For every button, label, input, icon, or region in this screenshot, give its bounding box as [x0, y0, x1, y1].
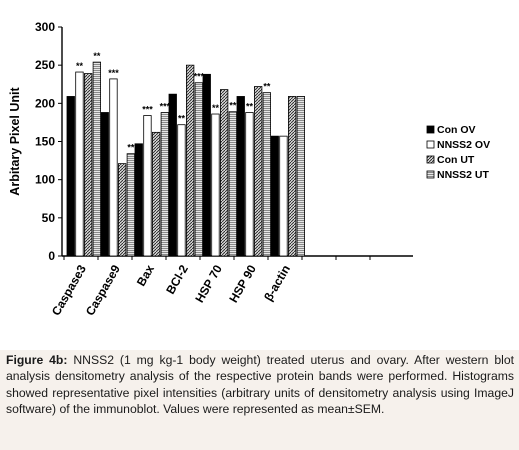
y-tick-label: 100 [35, 173, 55, 187]
bar-nnss2-ut-5 [262, 92, 272, 257]
legend-label: Con UT [437, 154, 475, 166]
bar-nnss2-ut-3 [194, 82, 204, 257]
bar-con-ov-3 [168, 93, 177, 257]
bar-con-ut-6 [287, 96, 297, 257]
bar-con-ov-5 [236, 96, 245, 257]
x-category-label: Bax [134, 262, 157, 288]
legend-swatch [426, 140, 435, 149]
bar-nnss2-ut-6 [296, 96, 306, 257]
bar-nnss2-ov-2 [143, 115, 152, 257]
bar-nnss2-ov-1 [109, 78, 118, 257]
x-category-label: HSP 70 [192, 262, 225, 305]
bar-con-ov-4 [202, 73, 211, 257]
y-tick-label: 150 [35, 135, 55, 149]
bar-con-ut-2 [151, 131, 161, 257]
bar-con-ov-0 [66, 96, 75, 257]
legend-label: Con OV [437, 124, 476, 136]
y-tick-label: 0 [48, 249, 55, 263]
x-category-label: BCl-2 [163, 262, 191, 296]
significance-label: ** [178, 114, 186, 124]
bar-con-ov-6 [270, 135, 279, 257]
legend-swatch [426, 155, 435, 164]
significance-label: ** [76, 61, 84, 71]
significance-label: ** [229, 101, 237, 111]
bar-nnss2-ut-2 [160, 112, 170, 257]
bar-con-ov-2 [134, 143, 143, 257]
bar-nnss2-ov-0 [75, 71, 84, 257]
bar-chart: Arbitary Pixel Unit 0 50 100 150 200 250 300 *… [8, 20, 490, 318]
bar-con-ut-1 [118, 163, 127, 257]
legend-swatch [426, 125, 435, 134]
y-tick-label: 50 [42, 211, 56, 225]
bar-con-ut-3 [185, 64, 195, 257]
significance-label: ** [212, 103, 220, 113]
significance-label: *** [160, 101, 171, 111]
y-tick-label: 300 [35, 20, 55, 34]
bar-con-ut-5 [253, 86, 263, 257]
y-axis-title: Arbitary Pixel Unit [8, 86, 22, 195]
bar-nnss2-ov-6 [279, 135, 288, 257]
bar-nnss2-ov-5 [245, 112, 254, 257]
x-category-label: HSP 90 [226, 262, 259, 305]
bar-nnss2-ov-3 [177, 124, 186, 257]
bar-con-ut-0 [84, 73, 93, 257]
caption-text: NNSS2 (1 mg kg-1 body weight) treated ut… [6, 353, 514, 417]
legend-label: NNSS2 OV [437, 139, 490, 151]
significance-label: *** [142, 105, 153, 115]
chart-area: Arbitary Pixel Unit 0 50 100 150 200 250 300 *… [0, 0, 519, 350]
figure-caption: Figure 4b: NNSS2 (1 mg kg-1 body weight)… [6, 352, 514, 418]
significance-label: *** [108, 68, 119, 78]
significance-label: ** [127, 143, 135, 153]
bar-con-ut-4 [219, 89, 229, 257]
significance-label: ** [246, 101, 254, 111]
x-category-label: β-actin [261, 263, 293, 304]
y-tick-label: 200 [35, 96, 55, 110]
significance-label: ** [93, 51, 101, 61]
bar-con-ov-1 [100, 112, 109, 257]
y-tick-label: 250 [35, 58, 55, 72]
legend-swatch [426, 170, 435, 179]
significance-label: *** [194, 72, 205, 82]
bar-nnss2-ut-4 [228, 111, 238, 257]
bar-nnss2-ut-1 [126, 153, 135, 257]
bar-nnss2-ut-0 [92, 61, 101, 257]
caption-label: Figure 4b: [6, 353, 68, 367]
significance-label: ** [263, 82, 271, 92]
x-category-label: Caspase9 [83, 262, 123, 318]
bar-nnss2-ov-4 [211, 113, 220, 257]
legend-label: NNSS2 UT [437, 169, 490, 181]
